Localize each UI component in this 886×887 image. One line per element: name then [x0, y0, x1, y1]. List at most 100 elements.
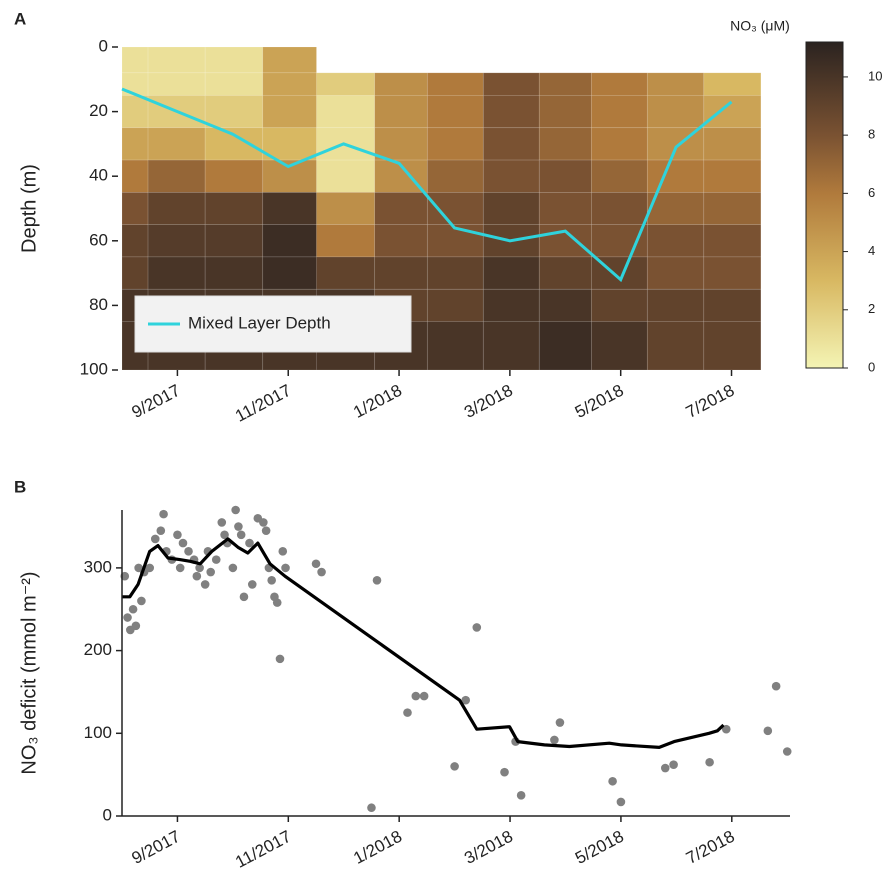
point — [616, 797, 626, 807]
heat-cell — [147, 256, 206, 290]
point — [317, 567, 326, 577]
heat-cell — [482, 72, 540, 96]
point — [550, 735, 559, 745]
heat-cell — [426, 256, 484, 290]
heat-cell — [482, 192, 540, 226]
line — [122, 537, 725, 749]
heat-cell — [204, 127, 264, 161]
panel-label: B — [14, 477, 26, 496]
heat-cell — [374, 72, 428, 96]
heat-cell — [703, 192, 762, 226]
point — [184, 547, 193, 556]
heat-cell — [262, 224, 317, 258]
point — [267, 575, 276, 585]
x-tick-label: 11/2017 — [232, 381, 294, 426]
heat-cell — [121, 224, 149, 258]
point — [261, 526, 271, 535]
heat-cell — [538, 256, 592, 290]
heat-cell — [426, 321, 484, 371]
heat-cell — [646, 95, 705, 129]
point — [206, 567, 215, 577]
point — [450, 762, 459, 771]
heat-cell — [482, 159, 540, 193]
point — [372, 575, 382, 585]
legend-label: Mixed Layer Depth — [188, 313, 331, 332]
point — [419, 691, 429, 701]
heat-cell — [316, 192, 376, 226]
heat-cell — [121, 159, 149, 193]
point — [236, 530, 246, 540]
heat-cell — [646, 72, 705, 96]
y-tick-label: 60 — [89, 230, 108, 249]
heat-cell — [590, 159, 648, 193]
heat-cell — [204, 256, 264, 290]
point — [200, 580, 210, 589]
y-tick-label: 300 — [84, 557, 112, 576]
point — [145, 563, 155, 573]
point — [705, 757, 714, 767]
point — [192, 571, 202, 581]
colorbar-tick-label: 2 — [868, 301, 875, 316]
point — [411, 691, 421, 701]
point — [763, 726, 773, 736]
x-tick-label: 1/2018 — [350, 827, 405, 868]
heat-cell — [204, 224, 264, 258]
y-tick-label: 40 — [89, 166, 108, 185]
point — [403, 708, 412, 717]
heat-cell — [538, 192, 592, 226]
heat-cell — [703, 127, 762, 161]
heat-cell — [538, 159, 592, 193]
heat-cell — [262, 192, 317, 226]
x-tick-label: 3/2018 — [461, 381, 516, 422]
heat-cell — [262, 46, 317, 74]
heat-cell — [590, 95, 648, 129]
point — [195, 563, 204, 573]
heat-cell — [204, 159, 264, 193]
legend-box — [134, 295, 412, 353]
point — [234, 522, 243, 531]
heat-cell — [703, 256, 762, 290]
heat-cell — [646, 192, 705, 226]
heat-cell — [121, 256, 149, 290]
point — [217, 518, 227, 527]
heat-cell — [426, 159, 484, 193]
heat-cell — [482, 256, 540, 290]
heat-cell — [590, 127, 648, 161]
heat-cell — [316, 95, 376, 129]
heat-cell — [204, 72, 264, 96]
heat-cell — [538, 224, 592, 258]
heat-cell — [538, 288, 592, 322]
colorbar-tick-label: 0 — [868, 359, 875, 374]
heat-cell — [590, 288, 648, 322]
heat-cell — [262, 95, 317, 129]
point — [137, 596, 146, 606]
colorbar-tick-label: 4 — [868, 243, 875, 258]
colorbar-title: NO₃ (μM) — [730, 18, 790, 34]
point — [173, 530, 182, 540]
point — [669, 760, 678, 770]
heat-cell — [703, 224, 762, 258]
heat-cell — [646, 321, 705, 371]
y-tick-label: 100 — [84, 723, 112, 742]
point — [228, 563, 238, 573]
heat-cell — [316, 224, 376, 258]
point — [259, 518, 268, 527]
heat-cell — [374, 127, 428, 161]
heat-cell — [262, 256, 317, 290]
point — [128, 604, 138, 614]
point — [220, 530, 229, 540]
heat-cell — [121, 127, 149, 161]
point — [771, 681, 781, 691]
heat-cell — [316, 256, 376, 290]
y-tick-label: 80 — [89, 295, 108, 314]
heat-cell — [316, 159, 376, 193]
point — [782, 747, 792, 756]
point — [156, 526, 166, 535]
point — [278, 547, 288, 556]
colorbar — [805, 41, 844, 369]
y-tick-label: 100 — [80, 359, 108, 378]
heat-cell — [590, 192, 648, 226]
heat-cell — [538, 321, 592, 371]
point — [275, 654, 285, 664]
heat-cell — [262, 127, 317, 161]
